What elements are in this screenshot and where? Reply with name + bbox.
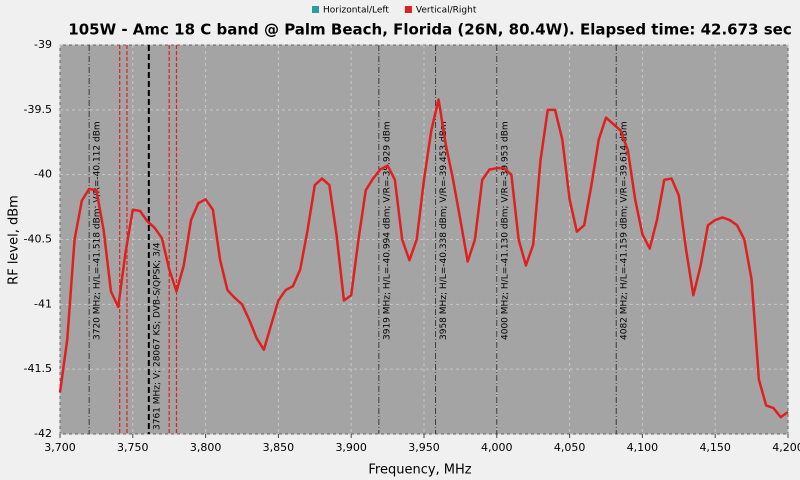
x-tick-label: 3,800 bbox=[190, 441, 222, 454]
annotation-label: 4000 MHz; H/L=-41.130 dBm; V/R=-39.953 d… bbox=[500, 121, 510, 340]
y-axis-label: RF level, dBm bbox=[7, 195, 22, 285]
legend-swatch bbox=[312, 6, 319, 13]
legend-label: Vertical/Right bbox=[416, 6, 477, 16]
annotation-label: 3919 MHz; H/L=-40.994 dBm; V/R=-39.929 d… bbox=[382, 121, 392, 340]
annotation-label: 3958 MHz; H/L=-40.338 dBm; V/R=-39.453 d… bbox=[439, 121, 449, 340]
x-tick-label: 3,950 bbox=[408, 441, 440, 454]
legend-swatch bbox=[404, 6, 412, 13]
carrier-label: 3761 MHz; V; 28067 KS; DVB-S/QPSK; 3/4 bbox=[152, 242, 162, 430]
x-tick-label: 4,000 bbox=[481, 441, 513, 454]
annotation-label: 4082 MHz; H/L=-41.159 dBm; V/R=-39.614 d… bbox=[620, 121, 630, 340]
y-tick-label: -42 bbox=[34, 427, 52, 440]
x-tick-label: 4,100 bbox=[627, 441, 659, 454]
y-tick-label: -41.5 bbox=[24, 362, 52, 375]
y-tick-label: -39.5 bbox=[24, 103, 52, 116]
x-tick-label: 3,700 bbox=[44, 441, 76, 454]
x-axis-label: Frequency, MHz bbox=[368, 463, 471, 478]
series-line bbox=[58, 98, 789, 419]
x-tick-label: 4,050 bbox=[554, 441, 586, 454]
x-tick-label: 3,850 bbox=[263, 441, 295, 454]
y-tick-label: -41 bbox=[34, 297, 52, 310]
chart-title: 105W - Amc 18 C band @ Palm Beach, Flori… bbox=[68, 21, 791, 39]
y-tick-label: -40.5 bbox=[24, 233, 52, 246]
y-tick-label: -40 bbox=[34, 168, 52, 181]
y-tick-label: -39 bbox=[34, 38, 52, 51]
legend-label: Horizontal/Left bbox=[323, 6, 389, 16]
annotation-label: 3720 MHz; H/L=-41.518 dBm; V/R=-40.112 d… bbox=[93, 121, 103, 340]
x-tick-label: 3,750 bbox=[117, 441, 149, 454]
x-tick-label: 4,200 bbox=[772, 441, 800, 454]
x-tick-label: 3,900 bbox=[335, 441, 367, 454]
x-tick-label: 4,150 bbox=[699, 441, 731, 454]
